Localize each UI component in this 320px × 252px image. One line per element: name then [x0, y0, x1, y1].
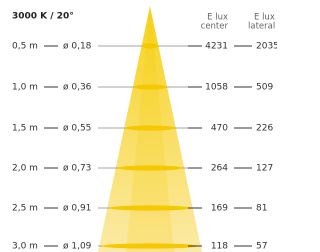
- header: lateral: [248, 22, 275, 32]
- lux-lateral: 81: [256, 204, 267, 214]
- lux-lateral: 2035: [256, 42, 277, 52]
- header: center: [201, 22, 229, 32]
- light-spot: [142, 43, 158, 48]
- lux-center: 1058: [205, 83, 228, 93]
- lux-center: 264: [211, 164, 228, 174]
- distance: 1,5 m: [12, 124, 38, 134]
- diameter: ø 0,36: [63, 83, 92, 93]
- lux-center: 118: [211, 242, 228, 252]
- light-diagram: 3000 K / 20° E lux center E lux lateral …: [0, 0, 277, 252]
- light-spot: [126, 125, 175, 130]
- light-spot: [102, 243, 198, 248]
- distance: 1,0 m: [12, 83, 38, 93]
- diameter: ø 0,73: [63, 164, 91, 174]
- light-spot: [110, 205, 191, 210]
- diameter: ø 1,09: [63, 242, 92, 252]
- diameter: ø 0,18: [63, 42, 92, 52]
- light-spot: [134, 84, 166, 89]
- distance: 2,5 m: [12, 204, 38, 214]
- title: 3000 K / 20°: [12, 12, 74, 22]
- lux-lateral: 509: [256, 83, 273, 93]
- diameter: ø 0,91: [63, 204, 91, 214]
- page: 3000 K / 20° E lux center E lux lateral …: [0, 0, 277, 252]
- lux-lateral: 57: [256, 242, 267, 252]
- lux-lateral: 226: [256, 124, 273, 134]
- distance: 2,0 m: [12, 164, 38, 174]
- distance: 0,5 m: [12, 42, 38, 52]
- diameter: ø 0,55: [63, 124, 91, 134]
- lux-center: 4231: [205, 42, 228, 52]
- lux-lateral: 127: [256, 164, 273, 174]
- lux-center: 470: [211, 124, 228, 134]
- light-spot: [118, 165, 183, 170]
- lux-center: 169: [211, 204, 228, 214]
- distance: 3,0 m: [12, 242, 38, 252]
